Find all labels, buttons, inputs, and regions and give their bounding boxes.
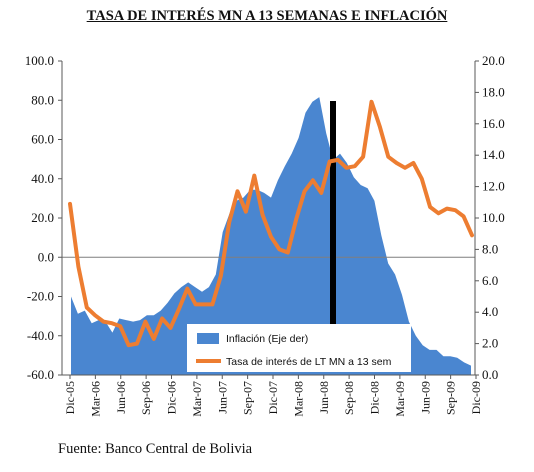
left-tick-label: -40.0 (27, 328, 54, 343)
right-tick-label: 2.0 (482, 336, 498, 351)
x-tick-label: Dic-09 (469, 381, 483, 414)
plot-area: 100.0 80.0 60.0 40.0 20.0 0.0 -20.0 -40.0 -60.0 2… (25, 53, 505, 417)
interest-rate-line (68, 99, 474, 348)
left-tick-label: 0.0 (38, 249, 54, 264)
source-note: Fuente: Banco Central de Bolivia (58, 441, 253, 457)
right-tick-label: 4.0 (482, 304, 498, 319)
right-tick-label: 16.0 (482, 116, 505, 131)
x-tick-label: Mar-06 (88, 381, 102, 417)
x-tick-label: Mar-09 (393, 381, 407, 417)
x-tick-label: Mar-08 (291, 381, 305, 417)
x-tick-label: Sep-07 (241, 381, 255, 415)
x-tick-label: Sep-08 (342, 381, 356, 415)
x-tick-label: Jun-06 (114, 381, 128, 414)
x-tick-label: Dic-07 (266, 381, 280, 414)
x-tick-label: Dic-05 (63, 381, 77, 414)
x-tick-label: Jun-09 (418, 381, 432, 414)
right-tick-label: 10.0 (482, 210, 505, 225)
legend-label-inflation: Inflación (Eje der) (226, 333, 308, 345)
left-tick-label: 100.0 (25, 53, 54, 68)
legend-box (187, 324, 411, 372)
x-tick-label: Sep-06 (139, 381, 153, 415)
left-tick-label: -20.0 (27, 289, 54, 304)
right-tick-label: 8.0 (482, 241, 498, 256)
left-tick-label: 40.0 (31, 171, 54, 186)
right-tick-label: 6.0 (482, 273, 498, 288)
left-tick-label: -60.0 (27, 367, 54, 382)
left-tick-label: 80.0 (31, 92, 54, 107)
right-tick-label: 14.0 (482, 147, 505, 162)
chart-title: TASA DE INTERÉS MN A 13 SEMANAS E INFLAC… (86, 8, 448, 24)
x-tick-label: Jun-07 (215, 381, 229, 414)
right-tick-label: 0.0 (482, 367, 498, 382)
x-tick-label: Dic-08 (368, 381, 382, 414)
x-tick-label: Dic-06 (165, 381, 179, 414)
legend: Inflación (Eje der) Tasa de interés de L… (187, 324, 411, 372)
right-tick-label: 18.0 (482, 84, 505, 99)
x-tick-label: Jun-08 (317, 381, 331, 414)
legend-swatch-inflation (197, 333, 219, 344)
legend-label-interest: Tasa de interés de LT MN a 13 sem (226, 356, 392, 368)
left-tick-label: 20.0 (31, 210, 54, 225)
x-tick-label: Mar-07 (190, 381, 204, 417)
right-tick-label: 20.0 (482, 53, 505, 68)
left-tick-label: 60.0 (31, 132, 54, 147)
right-tick-label: 12.0 (482, 179, 505, 194)
x-tick-label: Sep-09 (444, 381, 458, 415)
